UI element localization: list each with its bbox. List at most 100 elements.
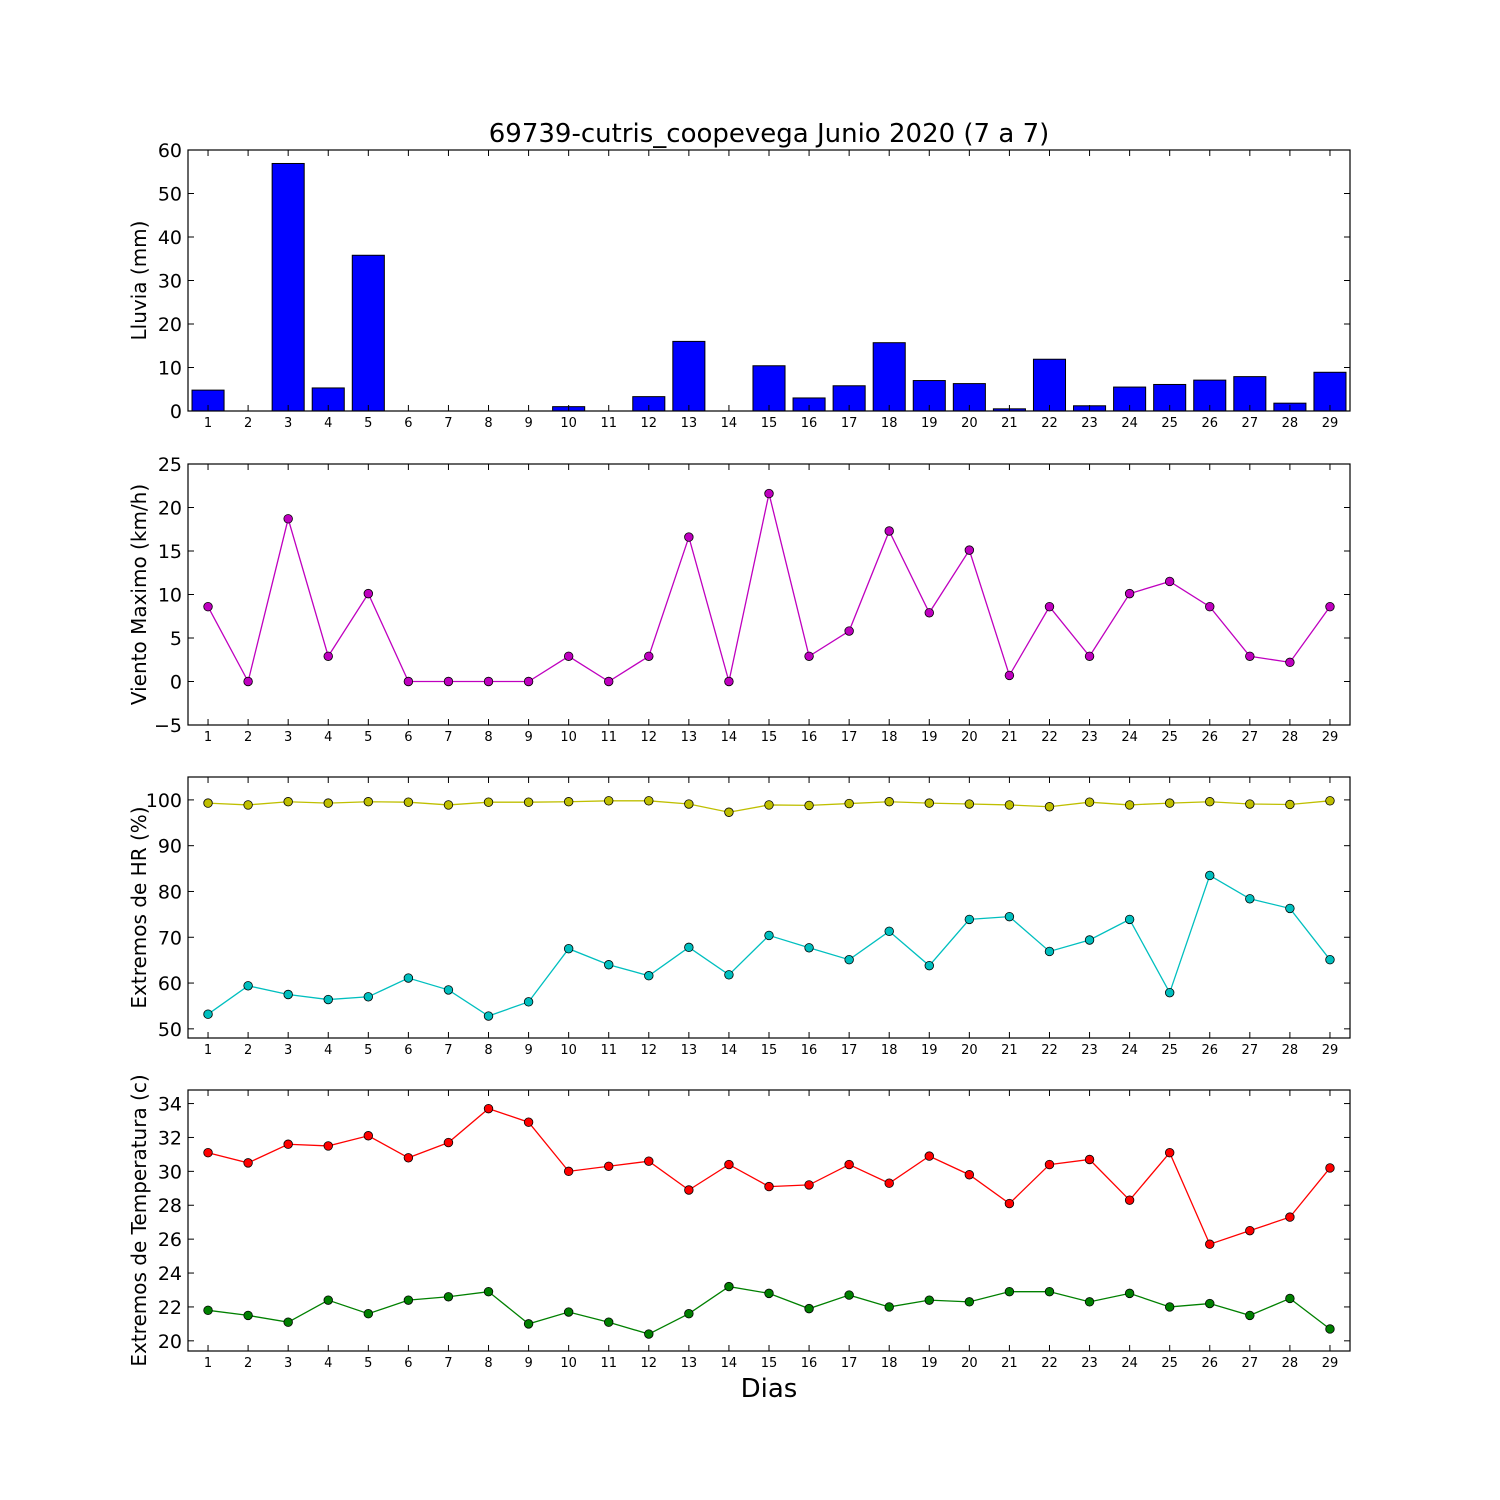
x-tick-label: 6: [404, 1043, 412, 1058]
y-tick-label: 80: [158, 881, 182, 903]
x-tick-label: 12: [641, 416, 658, 431]
point-13: [684, 1309, 694, 1319]
x-tick-label: 18: [881, 730, 898, 745]
series-2: [203, 870, 1335, 1021]
x-tick-label: 9: [524, 416, 532, 431]
point-11: [604, 1317, 614, 1327]
point-4: [323, 1295, 333, 1305]
x-tick-label: 24: [1121, 1043, 1138, 1058]
x-tick-label: 4: [324, 1043, 332, 1058]
point-9: [523, 1117, 534, 1127]
x-tick-label: 11: [600, 1356, 617, 1371]
point-14: [724, 1281, 734, 1292]
point-9: [523, 997, 534, 1007]
point-16: [804, 1180, 814, 1190]
point-8: [483, 1286, 494, 1297]
point-15: [764, 930, 774, 941]
point-23: [1084, 651, 1095, 661]
x-tick-label: 12: [641, 730, 658, 745]
y-tick-label: 10: [158, 358, 182, 380]
x-tick-label: 21: [1001, 730, 1018, 745]
point-25: [1164, 576, 1175, 587]
point-21: [1004, 1286, 1015, 1297]
y-tick-label: 70: [158, 927, 182, 949]
point-18: [884, 797, 894, 807]
point-23: [1084, 1297, 1095, 1307]
point-21: [1004, 1198, 1015, 1209]
point-3: [283, 514, 293, 524]
point-11: [604, 1161, 614, 1171]
y-tick-label: 100: [146, 790, 182, 812]
x-tick-label: 16: [801, 730, 818, 745]
point-18: [884, 1178, 894, 1188]
x-tick-label: 28: [1282, 416, 1299, 431]
point-2: [243, 676, 253, 687]
x-tick-label: 8: [484, 416, 492, 431]
x-tick-label: 10: [560, 416, 577, 431]
point-22: [1044, 601, 1055, 612]
x-tick-label: 29: [1322, 1356, 1339, 1371]
point-5: [363, 797, 374, 807]
x-tick-label: 24: [1121, 730, 1138, 745]
x-tick-label: 22: [1041, 1356, 1058, 1371]
x-tick-label: 2: [244, 416, 252, 431]
y-tick-label: 0: [170, 401, 182, 423]
x-tick-label: 26: [1201, 730, 1218, 745]
point-4: [323, 1141, 333, 1151]
point-12: [644, 651, 654, 661]
x-tick-label: 3: [284, 730, 292, 745]
point-25: [1164, 798, 1175, 808]
point-6: [403, 797, 414, 807]
point-27: [1245, 1310, 1255, 1321]
point-7: [443, 1292, 454, 1302]
point-19: [924, 1151, 934, 1161]
x-tick-label: 26: [1201, 1356, 1218, 1371]
x-tick-label: 25: [1161, 730, 1178, 745]
series-1: [203, 1103, 1335, 1249]
point-29: [1325, 955, 1335, 965]
x-tick-label: 13: [681, 1043, 698, 1058]
x-tick-label: 8: [484, 1356, 492, 1371]
point-4: [323, 994, 333, 1005]
x-tick-label: 9: [524, 1356, 532, 1371]
point-13: [684, 1185, 694, 1195]
x-tick-label: 20: [961, 416, 978, 431]
x-tick-label: 22: [1041, 730, 1058, 745]
x-tick-label: 7: [444, 730, 452, 745]
point-16: [804, 651, 814, 661]
x-tick-label: 11: [600, 730, 617, 745]
x-tick-label: 26: [1201, 1043, 1218, 1058]
x-tick-label: 19: [921, 1043, 938, 1058]
point-16: [804, 800, 814, 811]
point-18: [884, 526, 894, 536]
x-tick-label: 28: [1282, 730, 1299, 745]
series-2: [203, 1281, 1335, 1339]
y-tick-label: 20: [158, 498, 182, 520]
x-tick-label: 15: [761, 730, 778, 745]
y-tick-label: 28: [158, 1195, 182, 1217]
point-22: [1044, 1286, 1055, 1297]
point-6: [403, 1153, 414, 1163]
point-26: [1205, 601, 1215, 612]
point-6: [403, 676, 414, 687]
point-9: [523, 797, 534, 807]
point-13: [684, 532, 694, 542]
y-axis-label: Extremos de HR (%): [127, 806, 151, 1008]
point-26: [1205, 797, 1215, 807]
point-15: [764, 1181, 774, 1192]
point-16: [804, 943, 814, 953]
x-tick-label: 2: [244, 730, 252, 745]
x-tick-label: 16: [801, 416, 818, 431]
point-28: [1285, 1212, 1295, 1222]
x-tick-label: 15: [761, 1043, 778, 1058]
x-tick-label: 13: [681, 730, 698, 745]
bar-13: [672, 340, 706, 412]
point-5: [363, 1131, 374, 1141]
point-24: [1124, 800, 1135, 810]
point-29: [1325, 601, 1335, 612]
point-27: [1245, 894, 1255, 904]
y-tick-label: 15: [158, 541, 182, 563]
point-1: [203, 798, 213, 808]
y-tick-label: 90: [158, 836, 182, 858]
